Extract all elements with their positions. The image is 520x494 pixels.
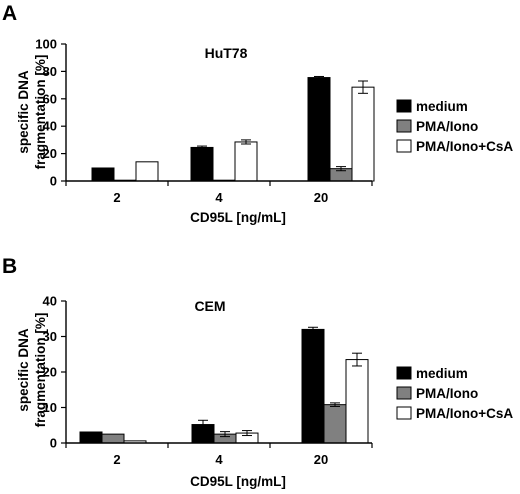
bar-pma-iono-2 xyxy=(101,433,125,444)
bar-pma-iono-csa-2 xyxy=(135,161,159,182)
y-tick-label: 20 xyxy=(43,146,57,161)
error-bar xyxy=(330,402,340,407)
legend-label: PMA/Iono+CsA xyxy=(416,406,513,421)
y-tick-label: 40 xyxy=(43,119,57,134)
y-axis-label-b-line2: fragmentation [%] xyxy=(33,313,48,428)
y-tick-label: 60 xyxy=(43,91,57,106)
legend-item-pma-iono-csa: PMA/Iono+CsA xyxy=(396,406,513,421)
legend-swatch xyxy=(396,386,412,400)
legend-swatch xyxy=(396,406,412,420)
bar-pma-iono-csa-20 xyxy=(351,86,375,182)
error-bar xyxy=(336,166,346,172)
x-axis-label-b: CD95L [ng/mL] xyxy=(190,474,286,489)
y-axis-label-b-line1: specific DNA xyxy=(16,328,31,412)
bars-a xyxy=(91,75,375,182)
legend-label: PMA/Iono xyxy=(416,119,478,134)
error-bar xyxy=(358,80,368,94)
y-tick-label: 80 xyxy=(43,64,57,79)
x-axis-label-a: CD95L [ng/mL] xyxy=(190,210,286,225)
y-axis-label-a-line1: specific DNA xyxy=(16,70,31,154)
legend-swatch xyxy=(396,366,412,380)
legend-label: medium xyxy=(416,99,468,114)
legend-item-pma-iono: PMA/Iono xyxy=(396,119,478,134)
error-bar xyxy=(197,145,207,150)
legend-a: medium PMA/Iono PMA/Iono+CsA xyxy=(396,99,513,154)
bar-pma-iono-csa-20 xyxy=(345,359,369,444)
legend-swatch xyxy=(396,139,412,153)
x-tick-label-4: 4 xyxy=(215,190,223,205)
bar-medium-2 xyxy=(79,431,103,444)
y-tick-label: 30 xyxy=(43,329,57,344)
legend-label: PMA/Iono xyxy=(416,386,478,401)
panel-b: B CEM specific DNA fragmentation [%] CD9… xyxy=(2,255,513,489)
legend-item-pma-iono-csa: PMA/Iono+CsA xyxy=(396,139,513,154)
x-tick-label-4: 4 xyxy=(215,452,223,467)
panel-letter-b: B xyxy=(2,255,17,278)
legend-label: PMA/Iono+CsA xyxy=(416,139,513,154)
legend-swatch xyxy=(396,119,412,133)
bar-medium-2 xyxy=(91,167,115,182)
y-axis-label-a-line2: fragmentation [%] xyxy=(33,55,48,170)
x-tick-label-20: 20 xyxy=(314,190,328,205)
x-tick-label-20: 20 xyxy=(314,452,328,467)
y-tick-label: 40 xyxy=(43,294,57,309)
y-ticks-a: 0 20 40 60 80 100 xyxy=(35,37,66,189)
bar-medium-20 xyxy=(307,77,331,182)
x-tick-label-2: 2 xyxy=(113,452,120,467)
error-bar xyxy=(308,326,318,333)
bar-medium-4 xyxy=(190,146,214,182)
bars-b xyxy=(79,326,369,444)
x-ticks-b: 2 4 20 xyxy=(65,443,373,467)
panel-letter-a: A xyxy=(2,2,17,25)
x-ticks-a: 2 4 20 xyxy=(65,181,373,205)
error-bar xyxy=(220,431,230,438)
y-tick-label: 0 xyxy=(50,174,57,189)
chart-title-b: CEM xyxy=(194,298,225,314)
error-bar xyxy=(352,352,362,367)
axes-b xyxy=(65,301,372,444)
error-bar xyxy=(198,419,208,430)
legend-item-medium: medium xyxy=(396,99,468,114)
error-bar xyxy=(314,75,324,80)
legend-item-pma-iono: PMA/Iono xyxy=(396,386,478,401)
axes-a xyxy=(65,44,372,182)
y-tick-label: 0 xyxy=(50,436,57,451)
panel-a: A HuT78 specific DNA fragmentation [%] C… xyxy=(2,2,513,225)
legend-label: medium xyxy=(416,366,468,381)
legend-item-medium: medium xyxy=(396,366,468,381)
y-ticks-b: 0 10 20 30 40 xyxy=(43,294,66,451)
y-tick-label: 100 xyxy=(35,37,57,52)
chart-title-a: HuT78 xyxy=(205,45,248,61)
error-bar xyxy=(242,430,252,437)
y-tick-label: 10 xyxy=(43,400,57,415)
bar-medium-20 xyxy=(301,328,325,444)
legend-b: medium PMA/Iono PMA/Iono+CsA xyxy=(396,366,513,421)
legend-swatch xyxy=(396,99,412,113)
bar-pma-iono-csa-4 xyxy=(234,141,258,182)
bar-pma-iono-20 xyxy=(323,404,347,444)
error-bar xyxy=(241,139,251,145)
x-tick-label-2: 2 xyxy=(113,190,120,205)
y-tick-label: 20 xyxy=(43,365,57,380)
